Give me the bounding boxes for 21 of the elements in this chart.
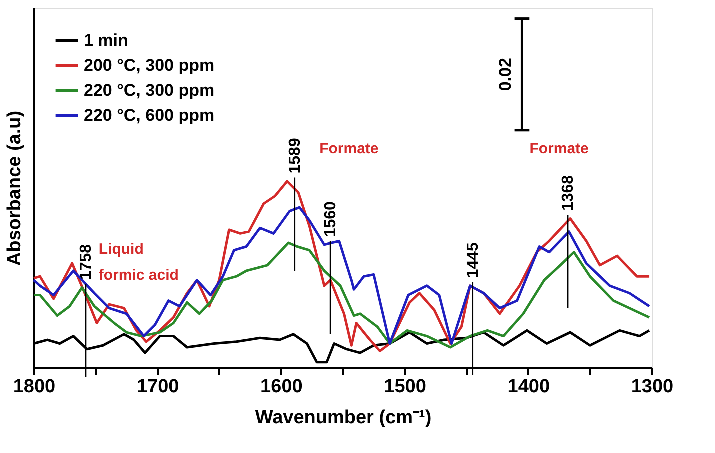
legend-label: 220 °C, 300 ppm [84, 81, 215, 100]
text: Formate [530, 140, 589, 158]
y-axis-title: Absorbance (a.u) [4, 110, 26, 266]
text: 0.02 [496, 58, 516, 92]
ref-line-label: 1589 [286, 138, 304, 174]
ref-line-label: 1758 [78, 244, 95, 280]
x-tick-label: 1500 [384, 376, 426, 398]
ref-line-label: 1445 [464, 242, 482, 278]
x-axis-title: Wavenumber (cm⁻¹) [255, 408, 432, 428]
x-tick-label: 1600 [260, 376, 303, 398]
ref-line-label: 1368 [560, 175, 577, 212]
legend-label: 1 min [84, 31, 128, 50]
ref-line-label: 1560 [322, 201, 340, 238]
annotation: Liquid formic acid [98, 241, 179, 284]
text: Formate [320, 140, 379, 158]
x-tick-label: 1700 [136, 376, 180, 398]
x-tick-label: 1800 [13, 376, 56, 398]
legend-label: 200 °C, 300 ppm [84, 56, 215, 75]
legend-label: 220 °C, 600 ppm [84, 106, 215, 125]
x-tick-label: 1300 [631, 376, 674, 398]
x-tick-label: 1400 [508, 376, 550, 398]
